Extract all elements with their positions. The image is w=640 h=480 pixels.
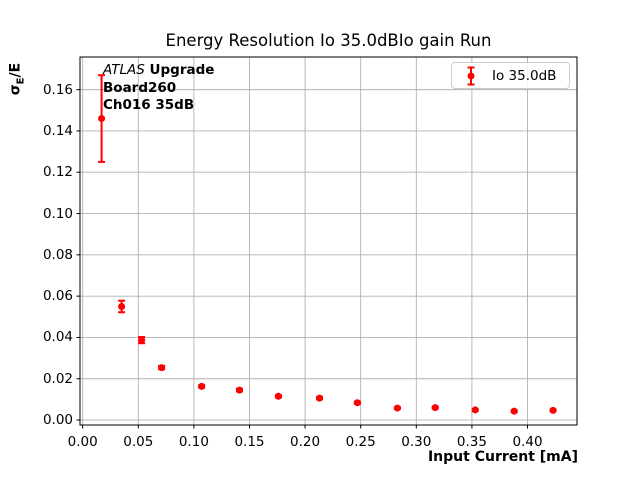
data-point [158, 364, 166, 372]
legend-errorbar-marker-icon [467, 66, 475, 85]
y-axis-label-subscript: E [15, 77, 27, 85]
x-tick-label: 0.10 [178, 434, 209, 450]
data-point [235, 386, 243, 394]
data-point [549, 406, 557, 414]
y-tick-label: 0.08 [42, 246, 73, 263]
data-point [118, 302, 126, 310]
y-axis-label-rest: /E [7, 62, 24, 78]
data-point [393, 404, 401, 412]
x-tick-label: 0.15 [234, 434, 265, 450]
data-point [510, 407, 518, 415]
data-point [138, 336, 146, 344]
annotation-experiment-name: ATLAS [103, 62, 145, 78]
legend-label: Io 35.0dB [492, 67, 557, 84]
chart-title: Energy Resolution Io 35.0dBIo gain Run [165, 31, 492, 50]
data-point [431, 404, 439, 412]
y-tick-label: 0.00 [42, 412, 73, 429]
y-tick-label: 0.02 [42, 370, 73, 387]
y-tick-label: 0.12 [42, 164, 73, 181]
y-tick-label: 0.16 [42, 81, 73, 98]
y-axis-label-sigma: σ [7, 84, 24, 96]
annotation-upgrade-tag: Upgrade [144, 62, 215, 78]
y-tick-label: 0.06 [42, 288, 73, 305]
y-axis-label: σE/E [8, 63, 27, 95]
annotation-line-experiment: ATLAS Upgrade [103, 62, 214, 80]
x-tick-label: 0.25 [345, 434, 376, 450]
data-point [274, 392, 282, 400]
x-tick-label: 0.20 [290, 434, 321, 450]
data-point [471, 406, 479, 414]
data-point [198, 382, 206, 390]
annotation-line-board: Board260 [103, 79, 177, 96]
axes-frame [79, 56, 578, 426]
x-tick-label: 0.00 [67, 434, 98, 450]
x-tick-label: 0.40 [512, 434, 543, 450]
legend-box: Io 35.0dB [451, 62, 570, 89]
y-tick-label: 0.14 [42, 122, 73, 139]
y-tick-label: 0.04 [42, 329, 73, 346]
x-tick-label: 0.35 [456, 434, 487, 450]
x-tick-label: 0.05 [123, 434, 154, 450]
data-point [316, 394, 324, 402]
data-point [353, 399, 361, 407]
x-axis-label: Input Current [mA] [427, 449, 578, 465]
x-tick-label: 0.30 [401, 434, 432, 450]
data-point [98, 115, 106, 123]
y-tick-label: 0.10 [42, 205, 73, 222]
annotation-block: ATLAS Upgrade Board260 Ch016 35dB [103, 62, 214, 115]
annotation-line-channel: Ch016 35dB [103, 97, 195, 113]
